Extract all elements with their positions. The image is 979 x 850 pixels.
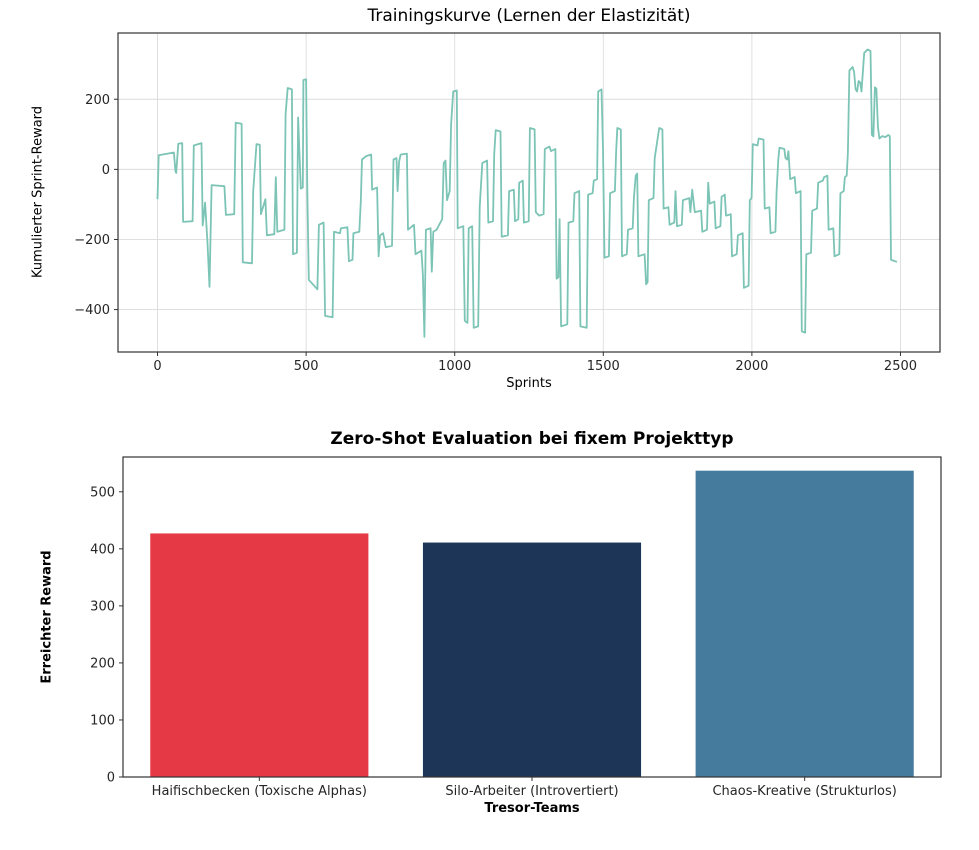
x-tick-label: 1000 <box>438 359 471 374</box>
training-curve-title: Trainingskurve (Lernen der Elastizität) <box>367 6 691 26</box>
zero-shot-bar-chart: Zero-Shot Evaluation bei fixem Projektty… <box>0 425 979 850</box>
plot-frame <box>117 32 941 353</box>
zero-shot-title: Zero-Shot Evaluation bei fixem Projektty… <box>330 429 734 449</box>
bar-0 <box>150 533 369 777</box>
training-curve-x-axis-label: Sprints <box>506 376 552 391</box>
y-tick-label: 400 <box>90 542 115 557</box>
x-tick-label: 1500 <box>587 359 620 374</box>
y-tick-label: 200 <box>90 656 115 671</box>
bar-1 <box>422 542 642 777</box>
y-tick-label: 500 <box>90 485 115 500</box>
zero-shot-svg: Haifischbecken (Toxische Alphas) Silo-Arb… <box>90 456 942 799</box>
x-tick-label: 500 <box>294 359 319 374</box>
y-tick-label: 0 <box>102 163 110 178</box>
zero-shot-x-axis-label: Tresor-Teams <box>484 801 580 816</box>
y-tick-label: −400 <box>74 303 110 318</box>
category-label: Haifischbecken (Toxische Alphas) <box>152 784 367 799</box>
y-tick-label: 100 <box>90 713 115 728</box>
y-tick-label: −200 <box>74 233 110 248</box>
y-tick-label: 0 <box>107 771 115 786</box>
category-label: Silo-Arbeiter (Introvertiert) <box>445 784 618 799</box>
x-tick-label: 0 <box>153 359 161 374</box>
bar-2 <box>695 470 914 777</box>
y-tick-label: 300 <box>90 599 115 614</box>
training-curve-chart: Trainingskurve (Lernen der Elastizität) … <box>31 6 941 391</box>
x-tick-label: 2500 <box>884 359 917 374</box>
y-tick-label: 200 <box>85 93 110 108</box>
category-label: Chaos-Kreative (Strukturlos) <box>712 784 896 799</box>
x-tick-label: 2000 <box>735 359 768 374</box>
reward-line <box>156 48 898 338</box>
training-curve-svg: 0 500 1000 1500 2000 2500 −400 −200 0 200 <box>74 32 941 374</box>
